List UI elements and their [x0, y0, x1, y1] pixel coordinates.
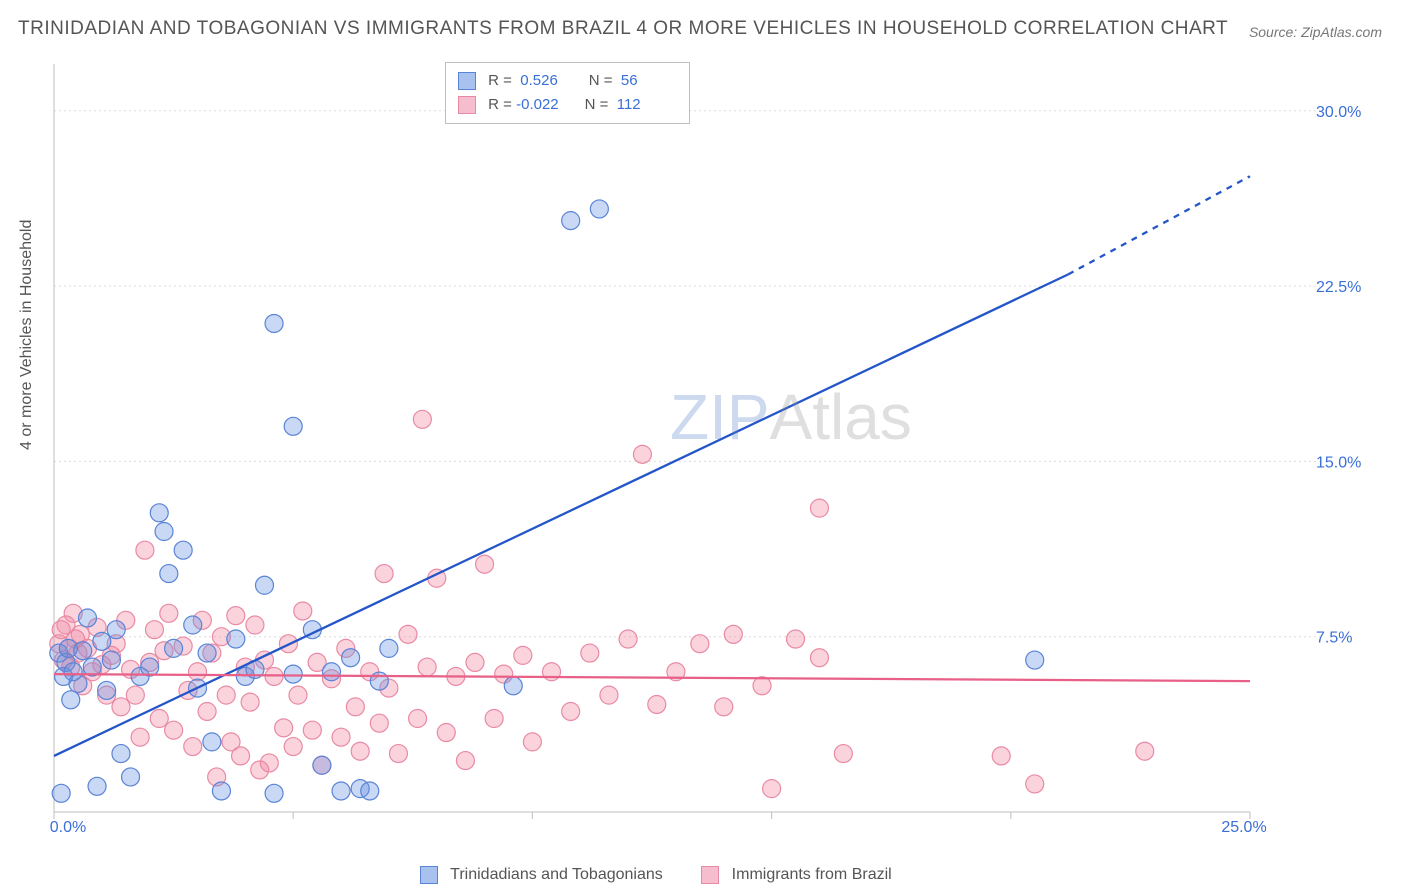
- series-legend: Trinidadians and Tobagonians Immigrants …: [420, 866, 926, 884]
- legend-item-trinidad: Trinidadians and Tobagonians: [420, 866, 663, 884]
- legend-item-brazil: Immigrants from Brazil: [701, 866, 891, 884]
- scatter-series-trinidad: [50, 85, 1044, 802]
- source-attribution: Source: ZipAtlas.com: [1249, 24, 1382, 40]
- plot-svg: 7.5%15.0%22.5%30.0%0.0%25.0%: [50, 60, 1320, 830]
- correlation-chart: TRINIDADIAN AND TOBAGONIAN VS IMMIGRANTS…: [0, 0, 1406, 892]
- trend-lines: [54, 176, 1250, 756]
- chart-title: TRINIDADIAN AND TOBAGONIAN VS IMMIGRANTS…: [18, 18, 1228, 40]
- svg-text:22.5%: 22.5%: [1316, 279, 1361, 296]
- plot-area: 7.5%15.0%22.5%30.0%0.0%25.0% ZIPAtlas: [50, 60, 1320, 830]
- legend-swatch-blue: [458, 72, 476, 90]
- legend-swatch-blue: [420, 866, 438, 884]
- stats-legend: R = 0.526 N = 56 R = -0.022 N = 112: [445, 62, 690, 124]
- svg-text:15.0%: 15.0%: [1316, 454, 1361, 471]
- svg-text:25.0%: 25.0%: [1221, 819, 1266, 836]
- svg-text:30.0%: 30.0%: [1316, 104, 1361, 121]
- svg-text:0.0%: 0.0%: [50, 819, 86, 836]
- legend-swatch-pink: [701, 866, 719, 884]
- svg-text:7.5%: 7.5%: [1316, 630, 1352, 647]
- stats-legend-row-pink: R = -0.022 N = 112: [458, 93, 677, 117]
- legend-swatch-pink: [458, 96, 476, 114]
- stats-legend-row-blue: R = 0.526 N = 56: [458, 69, 677, 93]
- y-axis-label: 4 or more Vehicles in Household: [18, 220, 36, 450]
- axis-tick-labels: 7.5% 15.0% 22.5% 30.0% 0.0% 25.0%: [50, 104, 1362, 836]
